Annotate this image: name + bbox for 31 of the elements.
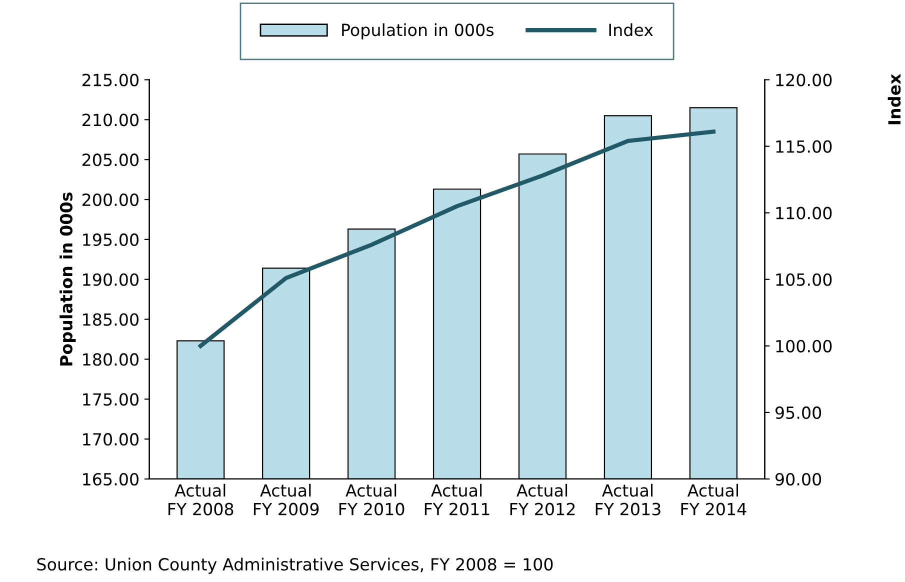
y2-tick-label: 110.00 — [776, 206, 832, 220]
legend-label: Population in 000s — [342, 23, 494, 40]
y-tick-label: 170.00 — [83, 433, 138, 446]
x-tick-label: Actual FY 2008 — [168, 484, 234, 516]
y-tick-label: 175.00 — [83, 393, 138, 406]
y-tick-label: 215.00 — [82, 74, 138, 86]
y2-tick-label: 115.00 — [776, 140, 832, 153]
y-tick-label: 180.00 — [83, 353, 138, 366]
y-tick-label: 185.00 — [83, 313, 138, 326]
x-tick-label: Actual FY 2012 — [510, 484, 575, 516]
y2-tick-label: 90.00 — [775, 472, 822, 486]
y2-axis-title: Index — [888, 74, 901, 124]
y-tick-label: 165.00 — [83, 472, 138, 486]
y-tick-label: 195.00 — [83, 233, 138, 246]
y2-tick-label: 100.00 — [776, 340, 832, 352]
y-tick-label: 200.00 — [82, 193, 138, 206]
legend-label: Index — [609, 23, 654, 36]
x-tick-label: Actual FY 2013 — [596, 484, 660, 516]
y2-tick-label: 120.00 — [776, 74, 832, 86]
x-tick-label: Actual FY 2009 — [254, 484, 319, 516]
y-tick-label: 210.00 — [82, 114, 138, 126]
y-axis-title: Population in 000s — [60, 192, 76, 366]
source-note: Source: Union County Administrative Services, FY 2008 = 100 — [37, 558, 553, 574]
x-tick-label: Actual FY 2014 — [681, 484, 746, 516]
line-series — [198, 130, 716, 348]
y-tick-label: 190.00 — [83, 273, 138, 286]
y-tick-label: 205.00 — [82, 154, 138, 166]
y2-tick-label: 95.00 — [775, 406, 822, 420]
y2-tick-label: 105.00 — [776, 273, 832, 286]
x-tick-label: Actual FY 2010 — [339, 484, 404, 516]
x-tick-label: Actual FY 2011 — [424, 484, 490, 516]
